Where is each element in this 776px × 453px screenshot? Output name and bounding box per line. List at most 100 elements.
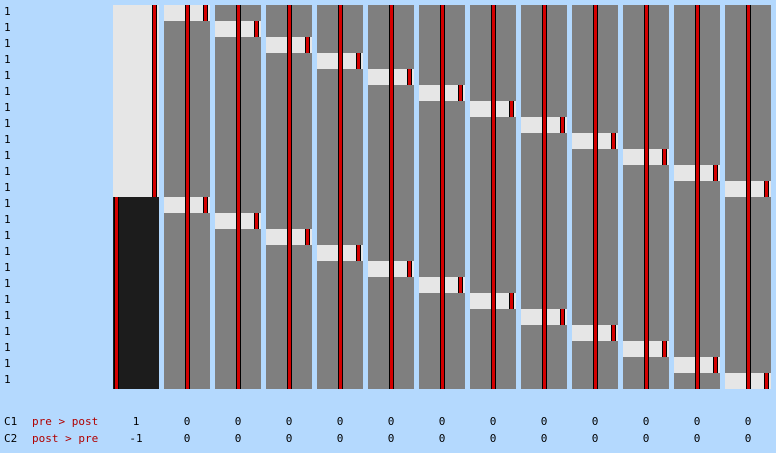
- contrast-weight: 0: [744, 432, 752, 445]
- contrast-weight: 1: [132, 415, 140, 428]
- contrast-weight: 0: [591, 432, 599, 445]
- column-marker-line: [746, 5, 751, 389]
- column-marker-line: [593, 5, 598, 389]
- column-marker-line: [152, 5, 157, 197]
- contrast-weight: 0: [285, 432, 293, 445]
- column-marker-line: [185, 5, 190, 389]
- contrast-weight: 0: [744, 415, 752, 428]
- design-column: [368, 5, 414, 389]
- cell-marker-tick: [662, 149, 667, 165]
- contrast-weight: 0: [489, 415, 497, 428]
- row-label: 1: [4, 37, 11, 50]
- row-label: 1: [4, 357, 11, 370]
- design-column: [317, 5, 363, 389]
- row-label: 1: [4, 213, 11, 226]
- contrast-weight: 0: [540, 415, 548, 428]
- column-marker-line: [389, 5, 394, 389]
- cell-marker-tick: [203, 5, 208, 21]
- contrast-weight: 0: [183, 432, 191, 445]
- column-marker-line: [114, 197, 119, 389]
- contrast-weight: 0: [387, 432, 395, 445]
- cell-marker-tick: [662, 341, 667, 357]
- row-label: 1: [4, 325, 11, 338]
- design-column: [623, 5, 669, 389]
- contrast-weight: 0: [336, 415, 344, 428]
- row-label: 1: [4, 149, 11, 162]
- row-label: 1: [4, 69, 11, 82]
- cell-marker-tick: [356, 53, 361, 69]
- row-label: 1: [4, 261, 11, 274]
- contrast-weight: -1: [129, 432, 143, 445]
- cell-marker-tick: [458, 277, 463, 293]
- cell-marker-tick: [458, 85, 463, 101]
- cell-marker-tick: [611, 133, 616, 149]
- cell-marker-tick: [407, 261, 412, 277]
- row-label: 1: [4, 197, 11, 210]
- column-marker-line: [644, 5, 649, 389]
- design-column: [113, 5, 159, 389]
- cell-marker-tick: [560, 309, 565, 325]
- cell-marker-tick: [509, 293, 514, 309]
- row-label: 1: [4, 309, 11, 322]
- cell-marker-tick: [407, 69, 412, 85]
- row-label: 1: [4, 293, 11, 306]
- row-label: 1: [4, 53, 11, 66]
- column-marker-line: [542, 5, 547, 389]
- cell-marker-tick: [305, 37, 310, 53]
- contrast-weight: 0: [693, 432, 701, 445]
- cell-marker-tick: [713, 165, 718, 181]
- row-label: 1: [4, 229, 11, 242]
- row-label: 1: [4, 373, 11, 386]
- design-column: [419, 5, 465, 389]
- design-column: [470, 5, 516, 389]
- row-label: 1: [4, 85, 11, 98]
- cell-marker-tick: [764, 373, 769, 389]
- design-column: [521, 5, 567, 389]
- cell-marker-tick: [560, 117, 565, 133]
- cell-marker-tick: [203, 197, 208, 213]
- row-label: 1: [4, 5, 11, 18]
- contrast-weight: 0: [438, 432, 446, 445]
- contrast-weight: 0: [336, 432, 344, 445]
- contrast-weight: 0: [234, 415, 242, 428]
- cell-marker-tick: [254, 213, 259, 229]
- contrast-weight: 0: [642, 415, 650, 428]
- contrast-id: C1: [4, 415, 18, 428]
- cell-marker-tick: [305, 229, 310, 245]
- row-label: 1: [4, 181, 11, 194]
- contrast-name: post > pre: [32, 432, 99, 445]
- cell-marker-tick: [611, 325, 616, 341]
- design-column: [266, 5, 312, 389]
- contrast-weight: 0: [387, 415, 395, 428]
- design-column: [674, 5, 720, 389]
- column-marker-line: [236, 5, 241, 389]
- row-label: 1: [4, 277, 11, 290]
- contrast-weight: 0: [285, 415, 293, 428]
- design-column: [215, 5, 261, 389]
- contrast-weight: 0: [489, 432, 497, 445]
- design-column: [164, 5, 210, 389]
- column-marker-line: [491, 5, 496, 389]
- column-marker-line: [338, 5, 343, 389]
- cell-marker-tick: [509, 101, 514, 117]
- cell-marker-tick: [254, 21, 259, 37]
- row-label: 1: [4, 165, 11, 178]
- contrast-weight: 0: [234, 432, 242, 445]
- contrast-weight: 0: [693, 415, 701, 428]
- design-column: [572, 5, 618, 389]
- column-marker-line: [287, 5, 292, 389]
- contrast-id: C2: [4, 432, 18, 445]
- contrast-weight: 0: [183, 415, 191, 428]
- row-label: 1: [4, 133, 11, 146]
- cell-marker-tick: [713, 357, 718, 373]
- row-label: 1: [4, 117, 11, 130]
- row-label: 1: [4, 21, 11, 34]
- row-label: 1: [4, 101, 11, 114]
- row-label: 1: [4, 245, 11, 258]
- cell-marker-tick: [764, 181, 769, 197]
- cell-marker-tick: [356, 245, 361, 261]
- contrast-weight: 0: [438, 415, 446, 428]
- contrast-name: pre > post: [32, 415, 99, 428]
- matrix-cell-light: [113, 5, 159, 197]
- contrast-weight: 0: [540, 432, 548, 445]
